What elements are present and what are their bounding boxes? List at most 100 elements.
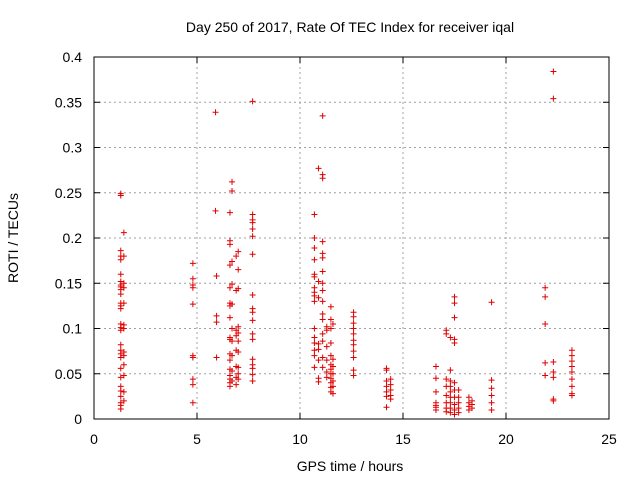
data-point (120, 372, 127, 379)
data-point (323, 368, 330, 375)
data-point (189, 260, 196, 267)
data-point (213, 273, 220, 280)
data-point (229, 377, 236, 384)
data-point (488, 377, 495, 384)
data-point (315, 357, 322, 364)
data-point (432, 375, 439, 382)
data-point (383, 393, 390, 400)
data-point (117, 365, 124, 372)
data-point (189, 354, 196, 361)
data-point (488, 299, 495, 306)
y-tick-label: 0.35 (55, 94, 82, 110)
data-point (488, 399, 495, 406)
data-point (323, 374, 330, 381)
data-point (235, 266, 242, 273)
data-point (117, 305, 124, 312)
data-point (542, 284, 549, 291)
data-point (550, 68, 557, 75)
data-point (488, 406, 495, 413)
data-point (213, 319, 220, 326)
data-point (383, 367, 390, 374)
data-point (432, 363, 439, 370)
data-point (455, 387, 462, 394)
data-point (117, 247, 124, 254)
data-point (383, 404, 390, 411)
data-point (447, 383, 454, 390)
data-point (451, 411, 458, 418)
data-point (447, 377, 454, 384)
data-point (233, 253, 240, 260)
data-point (383, 377, 390, 384)
data-point (568, 363, 575, 370)
data-point (319, 268, 326, 275)
data-point (226, 383, 233, 390)
data-point (235, 338, 242, 345)
data-point (455, 394, 462, 401)
data-point (387, 387, 394, 394)
data-point (117, 271, 124, 278)
data-point (311, 211, 318, 218)
data-point (117, 291, 124, 298)
x-tick-label: 5 (193, 431, 201, 447)
data-point (311, 244, 318, 251)
data-point (235, 285, 242, 292)
data-point (451, 401, 458, 408)
data-point (387, 376, 394, 383)
data-point (311, 325, 318, 332)
data-point (120, 253, 127, 260)
data-point (311, 292, 318, 299)
data-point (323, 357, 330, 364)
data-point (451, 379, 458, 386)
data-point (249, 98, 256, 105)
data-point (568, 358, 575, 365)
data-point (189, 376, 196, 383)
data-point (315, 346, 322, 353)
data-point (550, 358, 557, 365)
data-point (117, 256, 124, 263)
data-point (249, 211, 256, 218)
data-point (568, 352, 575, 359)
data-point (455, 399, 462, 406)
data-point (120, 352, 127, 359)
data-point (568, 376, 575, 383)
data-point (329, 370, 336, 377)
data-point (226, 284, 233, 291)
data-point (329, 383, 336, 390)
y-tick-labels: 0 0.05 0.1 0.15 0.2 0.25 0.3 0.35 0.4 (55, 49, 82, 427)
x-tick-label: 25 (601, 431, 617, 447)
data-point (568, 347, 575, 354)
data-point (120, 284, 127, 291)
data-point (229, 352, 236, 359)
data-point (311, 256, 318, 263)
data-point (568, 383, 575, 390)
y-tick-label: 0.4 (63, 49, 83, 65)
data-point (319, 287, 326, 294)
data-point (550, 368, 557, 375)
y-tick-label: 0.15 (55, 275, 82, 291)
data-point (327, 303, 334, 310)
data-point (249, 336, 256, 343)
data-point (350, 341, 357, 348)
data-point (229, 338, 236, 345)
y-axis-label: ROTI / TECUs (5, 193, 21, 283)
data-point (315, 294, 322, 301)
data-point (568, 368, 575, 375)
data-point (319, 364, 326, 371)
data-point (249, 251, 256, 258)
data-point (235, 248, 242, 255)
data-point (350, 367, 357, 374)
data-point (226, 314, 233, 321)
x-tick-label: 10 (292, 431, 308, 447)
data-point (120, 229, 127, 236)
data-point (249, 365, 256, 372)
data-point (327, 352, 334, 359)
data-point (249, 330, 256, 337)
data-point (311, 298, 318, 305)
data-point (323, 343, 330, 350)
data-point (120, 300, 127, 307)
data-point (387, 381, 394, 388)
data-point (229, 187, 236, 194)
data-point (319, 316, 326, 323)
y-tick-label: 0.2 (63, 230, 83, 246)
data-point (550, 374, 557, 381)
